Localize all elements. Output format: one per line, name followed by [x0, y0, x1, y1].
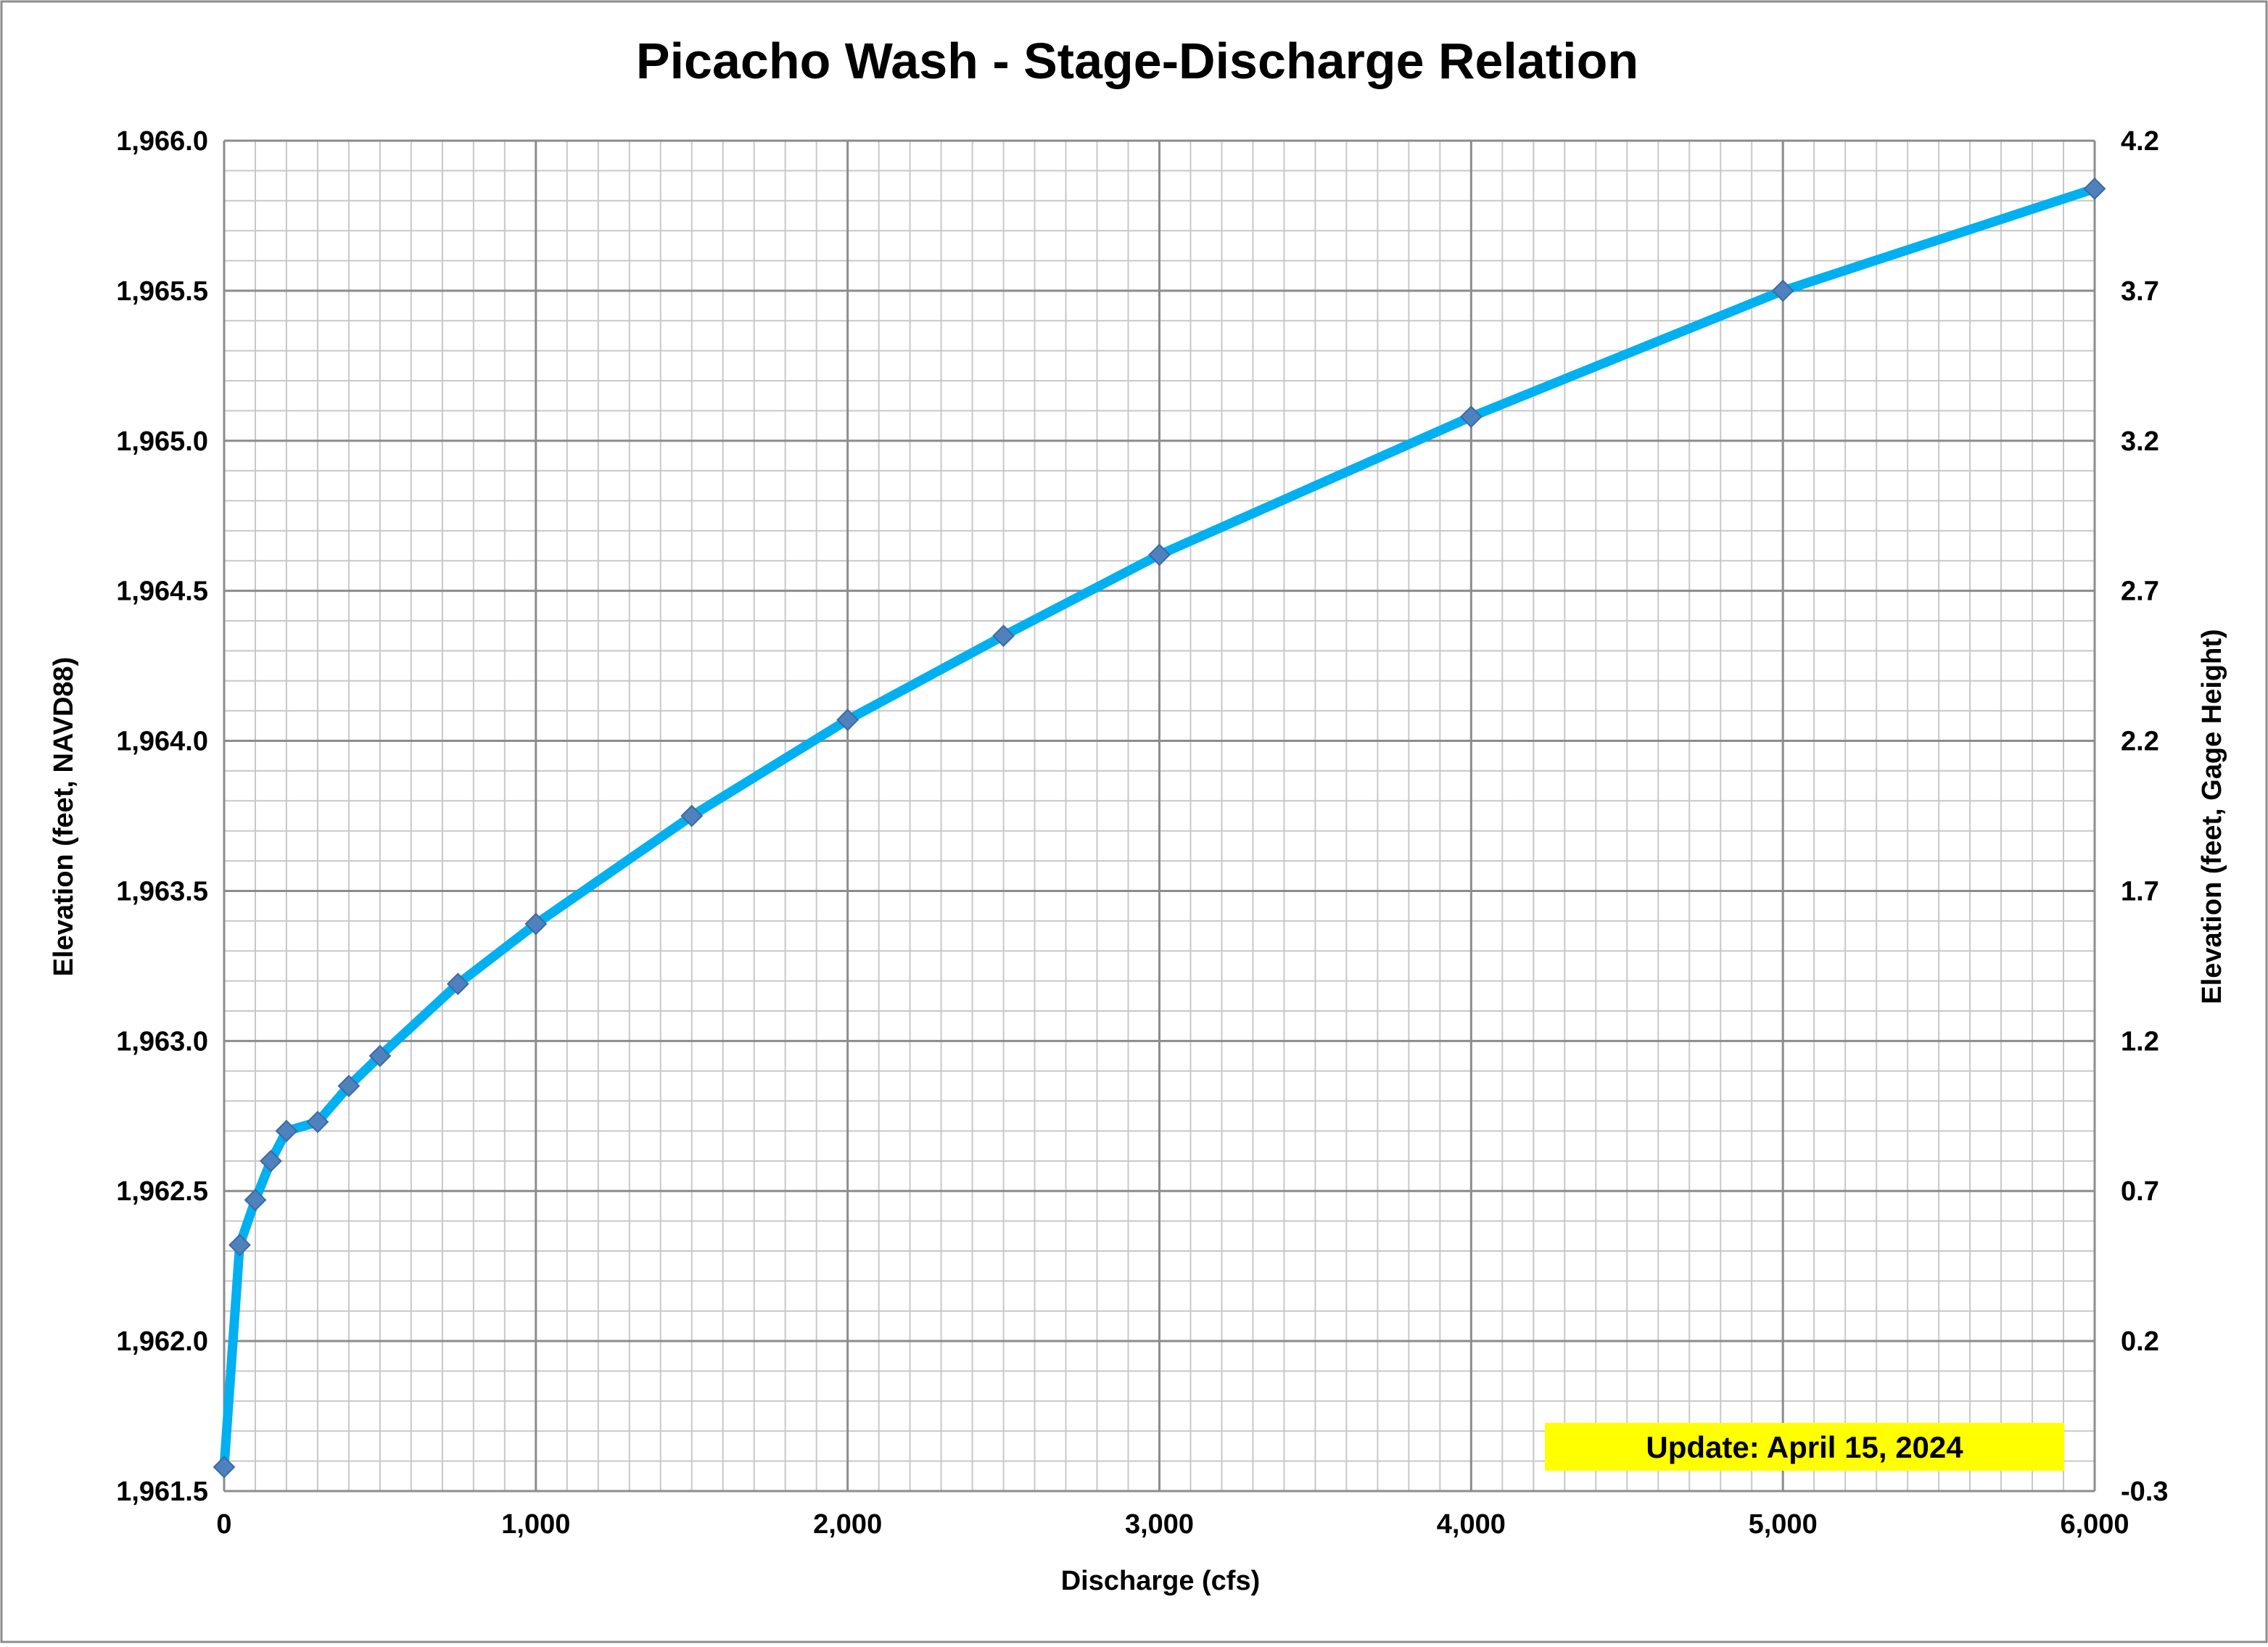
data-point-marker	[260, 1149, 282, 1173]
x-tick-label: 0	[216, 1509, 231, 1540]
data-point-marker	[244, 1189, 267, 1212]
data-point-marker	[306, 1110, 329, 1134]
major-grid	[223, 139, 2096, 1493]
update-annotation-text: Update: April 15, 2024	[1646, 1430, 1963, 1464]
y2-tick-label: 0.7	[2121, 1176, 2159, 1207]
data-markers	[213, 177, 2106, 1479]
data-point-marker	[1148, 543, 1171, 566]
y2-tick-label: 1.7	[2121, 876, 2159, 907]
x-tick-label: 2,000	[813, 1509, 882, 1540]
y-tick-label: 1,964.5	[116, 577, 208, 607]
data-point-marker	[1459, 405, 1483, 429]
data-point-marker	[213, 1456, 236, 1479]
chart-title: Picacho Wash - Stage-Discharge Relation	[636, 33, 1638, 89]
data-point-marker	[1771, 279, 1794, 302]
y-tick-label: 1,965.5	[116, 276, 208, 307]
y2-tick-label: 3.7	[2121, 276, 2159, 307]
y2-axis-ticks: -0.3 0.2 0.7 1.2 1.7 2.2 2.7 3.2 3.7 4.2	[2121, 126, 2168, 1507]
y2-tick-label: 2.7	[2121, 577, 2159, 607]
data-point-marker	[368, 1044, 392, 1068]
y-tick-label: 1,963.0	[116, 1026, 208, 1057]
y2-axis-label: Elevation (feet, Gage Height)	[2197, 629, 2227, 1004]
y2-tick-label: 1.2	[2121, 1026, 2159, 1057]
data-point-marker	[228, 1234, 251, 1257]
y-tick-label: 1,966.0	[116, 126, 208, 157]
x-tick-label: 1,000	[501, 1509, 570, 1540]
x-tick-label: 6,000	[2060, 1509, 2129, 1540]
y2-tick-label: 3.2	[2121, 426, 2159, 457]
update-annotation: Update: April 15, 2024	[1545, 1423, 2064, 1471]
data-point-marker	[680, 804, 704, 827]
data-point-marker	[275, 1120, 298, 1142]
data-point-marker	[337, 1074, 360, 1097]
y2-tick-label: 0.2	[2121, 1326, 2159, 1357]
data-point-marker	[992, 624, 1015, 648]
data-point-marker	[836, 709, 859, 732]
x-tick-label: 3,000	[1125, 1509, 1194, 1540]
x-tick-label: 5,000	[1749, 1509, 1818, 1540]
y2-tick-label: -0.3	[2121, 1477, 2168, 1507]
y-axis-ticks: 1,961.5 1,962.0 1,962.5 1,963.0 1,963.5 1,964…	[116, 126, 208, 1507]
update-annotation-box	[1545, 1423, 2064, 1471]
y-axis-label: Elevation (feet, NAVD88)	[49, 657, 79, 977]
y-tick-label: 1,961.5	[116, 1477, 208, 1507]
y2-tick-label: 2.2	[2121, 727, 2159, 757]
y-tick-label: 1,962.5	[116, 1176, 208, 1207]
series-layer	[213, 177, 2106, 1479]
x-axis-label: Discharge (cfs)	[1061, 1566, 1261, 1596]
x-axis-ticks: 0 1,000 2,000 3,000 4,000 5,000 6,000	[216, 1509, 2129, 1540]
x-tick-label: 4,000	[1437, 1509, 1506, 1540]
y-tick-label: 1,963.5	[116, 876, 208, 907]
data-point-marker	[524, 912, 548, 936]
data-point-marker	[2083, 177, 2106, 200]
y-tick-label: 1,964.0	[116, 727, 208, 757]
y-tick-label: 1,962.0	[116, 1326, 208, 1357]
y-tick-label: 1,965.0	[116, 426, 208, 457]
y2-tick-label: 4.2	[2121, 126, 2159, 157]
data-point-marker	[446, 973, 469, 996]
